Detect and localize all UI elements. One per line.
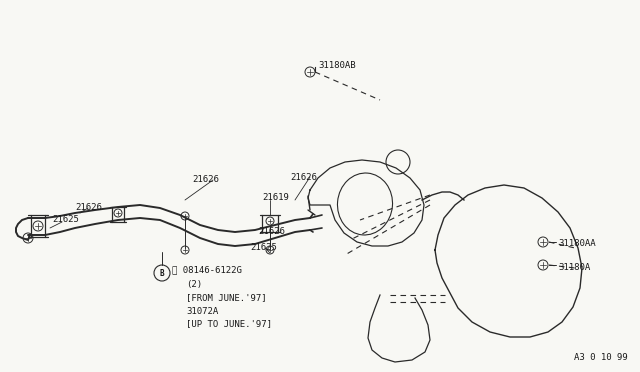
Text: 31180AB: 31180AB [318,61,356,70]
Text: 31180A: 31180A [558,263,590,273]
Text: Ⓑ 08146-6122G: Ⓑ 08146-6122G [172,266,242,275]
Text: 21626: 21626 [290,173,317,182]
Text: 21626: 21626 [192,176,219,185]
Text: (2): (2) [186,280,202,289]
Text: B: B [160,269,164,278]
Text: 21626: 21626 [75,203,102,212]
Text: 21619: 21619 [262,193,289,202]
Text: 21626: 21626 [258,228,285,237]
Text: 21625: 21625 [52,215,79,224]
Text: 31072A: 31072A [186,307,218,315]
Text: [FROM JUNE.'97]: [FROM JUNE.'97] [186,294,267,302]
Text: A3 0 10 99: A3 0 10 99 [574,353,628,362]
Text: [UP TO JUNE.'97]: [UP TO JUNE.'97] [186,320,272,328]
Text: 31180AA: 31180AA [558,240,596,248]
Text: 21625: 21625 [250,244,277,253]
